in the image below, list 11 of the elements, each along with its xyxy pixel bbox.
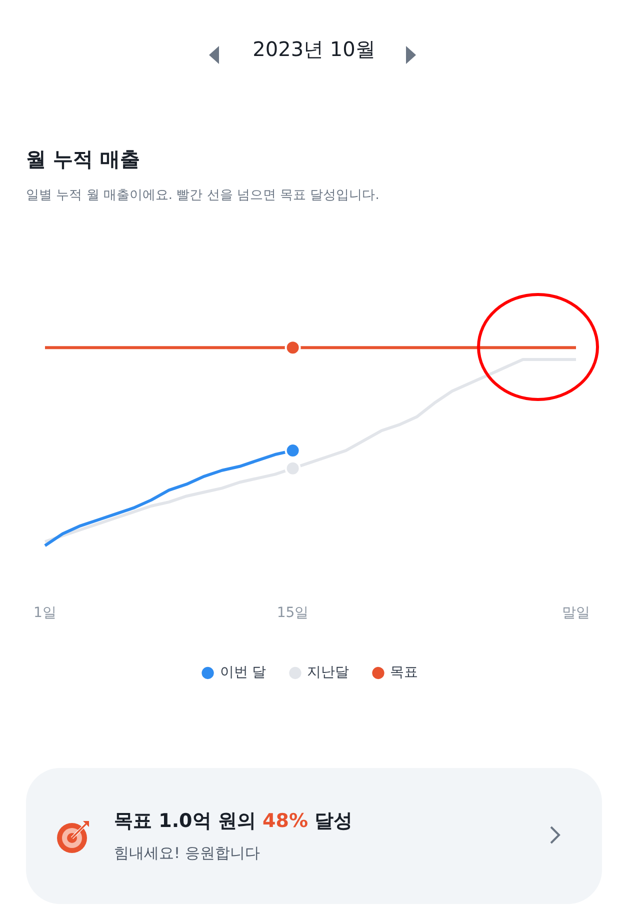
- legend-label: 지난달: [307, 664, 350, 681]
- legend-label: 이번 달: [220, 664, 266, 681]
- x-tick-label: 15일: [276, 605, 309, 622]
- text: 힘내세요! 응원합니다: [114, 844, 260, 863]
- chart-title: 월 누적 매출: [26, 146, 140, 173]
- x-tick-label: 1일: [34, 605, 56, 622]
- legend-label: 목표: [390, 664, 418, 681]
- text: 2023년 10월: [252, 36, 376, 63]
- x-tick-label: 말일: [562, 605, 590, 622]
- chart-subtitle: 일별 누적 월 매출이에요. 빨간 선을 넘으면 목표 달성입니다.: [26, 187, 380, 204]
- text: 목표 1.0억 원의 48% 달성: [114, 809, 353, 834]
